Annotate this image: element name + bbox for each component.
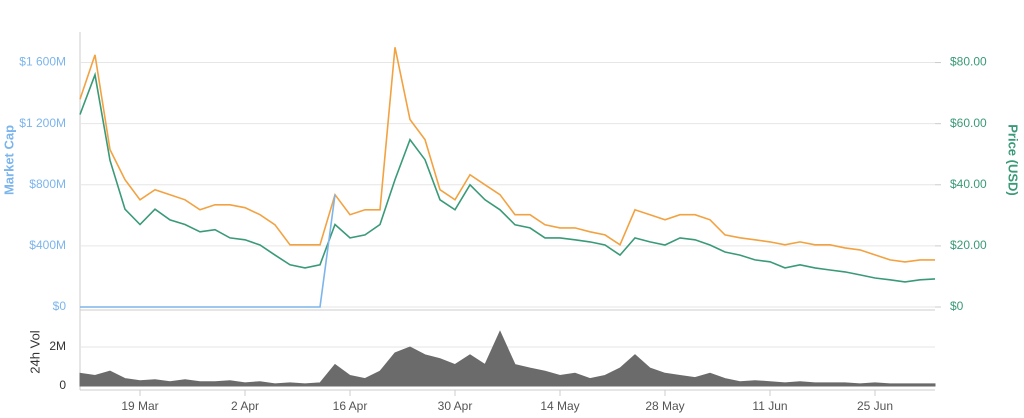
y2-axis-title: Price (USD) (1006, 124, 1021, 196)
y-tick-label: $1 600M (19, 55, 66, 69)
x-tick-label: 19 Mar (121, 399, 158, 413)
x-tick-label: 16 Apr (333, 399, 368, 413)
x-tick-label: 14 May (540, 399, 579, 413)
x-tick-label: 28 May (645, 399, 684, 413)
y-tick-label: $1 200M (19, 116, 66, 130)
y2-tick-label: $60.00 (950, 116, 987, 130)
x-tick-label: 25 Jun (857, 399, 893, 413)
y-tick-label: 0 (59, 378, 66, 392)
x-tick-label: 11 Jun (752, 399, 787, 413)
volume-axis-title: 24h Vol (27, 330, 42, 373)
y2-tick-label: $80.00 (950, 55, 987, 69)
y-tick-label: $0 (53, 299, 67, 313)
y2-tick-label: $0 (950, 299, 964, 313)
series-line (79, 71, 936, 283)
x-tick-label: 2 Apr (231, 399, 259, 413)
x-tick-label: 30 Apr (438, 399, 473, 413)
y-axis-title: Market Cap (1, 125, 16, 195)
y2-tick-label: $20.00 (950, 238, 987, 252)
volume-area (79, 330, 936, 387)
series-line (79, 47, 935, 263)
y-tick-label: 2M (49, 339, 66, 353)
y-tick-label: $800M (29, 177, 66, 191)
series-line (80, 194, 336, 308)
y-tick-label: $400M (29, 238, 66, 252)
y2-tick-label: $40.00 (950, 177, 987, 191)
